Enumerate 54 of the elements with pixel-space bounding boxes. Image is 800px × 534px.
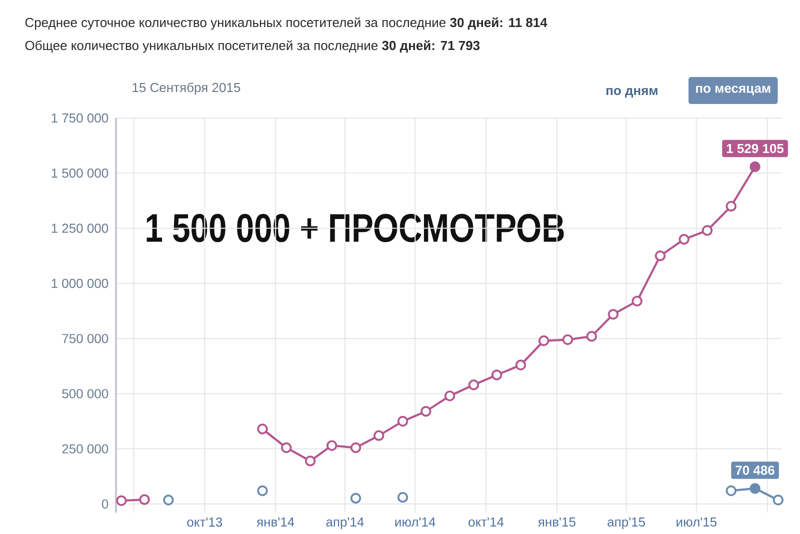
- y-tick-label: 750 000: [62, 334, 108, 344]
- data-label: 70 486: [736, 466, 774, 475]
- point: [350, 492, 362, 504]
- text: по месяцам: [696, 86, 770, 96]
- point: [772, 494, 784, 506]
- point: [257, 485, 268, 496]
- point: [750, 161, 760, 172]
- point: [374, 430, 384, 441]
- y-tick-label: 1 500 000: [52, 168, 108, 178]
- point: [468, 380, 480, 390]
- y-tick-label: 250 000: [62, 444, 108, 454]
- point: [281, 442, 292, 454]
- x-tick-label: окт'14: [468, 517, 504, 527]
- chart-title: Среднее суточное количество уникальных посетителей за последние 30 дней: 11 814: [25, 17, 548, 30]
- point: [304, 456, 316, 466]
- y-tick-label: 1 250 000: [52, 224, 108, 233]
- point: [139, 494, 150, 505]
- point: [726, 200, 736, 212]
- point: [678, 234, 690, 245]
- text: по дням: [606, 88, 658, 98]
- point: [654, 250, 666, 262]
- point: [491, 370, 502, 380]
- point: [420, 406, 432, 417]
- point: [562, 334, 574, 345]
- chart-subtitle: Общее количество уникальных посетителей за последние 30 дней: 71 793: [25, 40, 480, 53]
- point: [750, 483, 760, 494]
- x-tick-label: июл'14: [395, 517, 436, 527]
- point: [538, 335, 550, 346]
- x-tick-label: апр'15: [608, 517, 645, 530]
- x-tick-label: окт'13: [187, 518, 222, 527]
- data-label: 1 529 105: [726, 144, 784, 154]
- y-tick-label: 1 000 000: [52, 278, 108, 288]
- point: [326, 440, 338, 451]
- point: [586, 331, 597, 342]
- x-tick-label: апр'14: [326, 517, 364, 530]
- point: [257, 424, 268, 434]
- point: [444, 390, 456, 402]
- x-tick-label: янв'14: [256, 517, 294, 526]
- text: 15 Сентября 2015: [132, 82, 240, 95]
- point: [397, 492, 408, 503]
- y-tick-label: 1 750 000: [52, 113, 108, 123]
- point: [163, 494, 174, 506]
- point: [702, 225, 713, 236]
- y-tick-label: 0: [102, 499, 108, 509]
- x-tick-label: янв'15: [538, 517, 576, 527]
- point: [397, 416, 408, 427]
- point: [515, 360, 526, 370]
- y-tick-label: 500 000: [62, 389, 108, 398]
- point: [350, 442, 362, 454]
- point: [608, 308, 619, 320]
- point: [116, 495, 127, 506]
- point: [726, 485, 736, 496]
- point: [632, 296, 642, 306]
- x-tick-label: июл'15: [676, 517, 717, 527]
